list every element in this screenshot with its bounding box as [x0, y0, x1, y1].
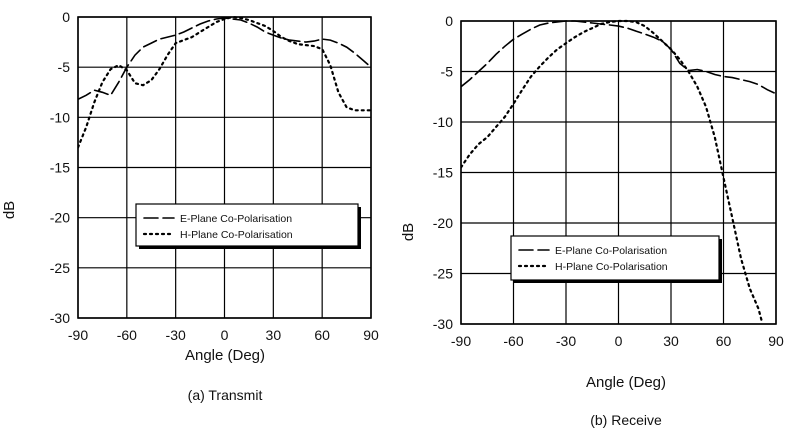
legend-label: E-Plane Co-Polarisation [180, 213, 292, 225]
legend-label: H-Plane Co-Polarisation [180, 229, 293, 241]
x-axis-label: Angle (Deg) [185, 347, 265, 364]
x-tick-label: -60 [503, 333, 523, 349]
chart-receive: dB Angle (Deg) (b) Receive -90 -60 -30 0 30 6… [400, 13, 784, 428]
y-tick-label: -5 [58, 59, 71, 75]
h-plane-series-line [78, 15, 371, 149]
x-tick-label: -90 [68, 327, 88, 343]
e-plane-series-line [461, 20, 776, 95]
y-tick-label: -5 [441, 64, 454, 80]
y-tick-label: -30 [433, 316, 453, 332]
y-tick-label: -25 [433, 266, 453, 282]
h-plane-series-line [461, 19, 764, 324]
y-tick-label: -15 [50, 160, 70, 176]
y-tick-label: -25 [50, 260, 70, 276]
legend-box [135, 203, 359, 247]
chart-transmit: dB Angle (Deg) (a) Transmit -90 -60 -30 0 30… [1, 9, 379, 403]
y-tick-label: -10 [433, 114, 453, 130]
x-tick-label: 0 [221, 327, 229, 343]
legend: E-Plane Co-Polarisation H-Plane Co-Polari… [135, 203, 361, 249]
y-tick-label: -15 [433, 165, 453, 181]
x-tick-label: 0 [615, 333, 623, 349]
x-tick-label: 60 [314, 327, 330, 343]
x-tick-label: -60 [117, 327, 137, 343]
chart-caption: (a) Transmit [188, 387, 263, 403]
y-tick-label: -20 [50, 210, 70, 226]
x-axis-label: Angle (Deg) [586, 374, 666, 391]
x-tick-label: -90 [451, 333, 471, 349]
y-axis-label: dB [1, 201, 18, 219]
x-tick-label: -30 [166, 327, 186, 343]
gridlines [77, 16, 372, 319]
y-tick-label: 0 [62, 9, 70, 25]
legend-box [510, 235, 720, 281]
chart-caption: (b) Receive [590, 412, 662, 428]
x-tick-label: 90 [363, 327, 379, 343]
x-tick-label: 30 [266, 327, 282, 343]
x-tick-label: 90 [768, 333, 784, 349]
y-tick-label: -30 [50, 310, 70, 326]
legend-label: E-Plane Co-Polarisation [555, 245, 667, 257]
x-tick-label: 30 [663, 333, 679, 349]
y-tick-label: -10 [50, 109, 70, 125]
plot-frame [77, 16, 372, 319]
y-tick-label: 0 [445, 13, 453, 29]
x-tick-label: 60 [716, 333, 732, 349]
y-axis-label: dB [400, 223, 417, 241]
legend-label: H-Plane Co-Polarisation [555, 261, 668, 273]
x-tick-label: -30 [556, 333, 576, 349]
y-tick-label: -20 [433, 215, 453, 231]
legend: E-Plane Co-Polarisation H-Plane Co-Polari… [510, 235, 722, 283]
